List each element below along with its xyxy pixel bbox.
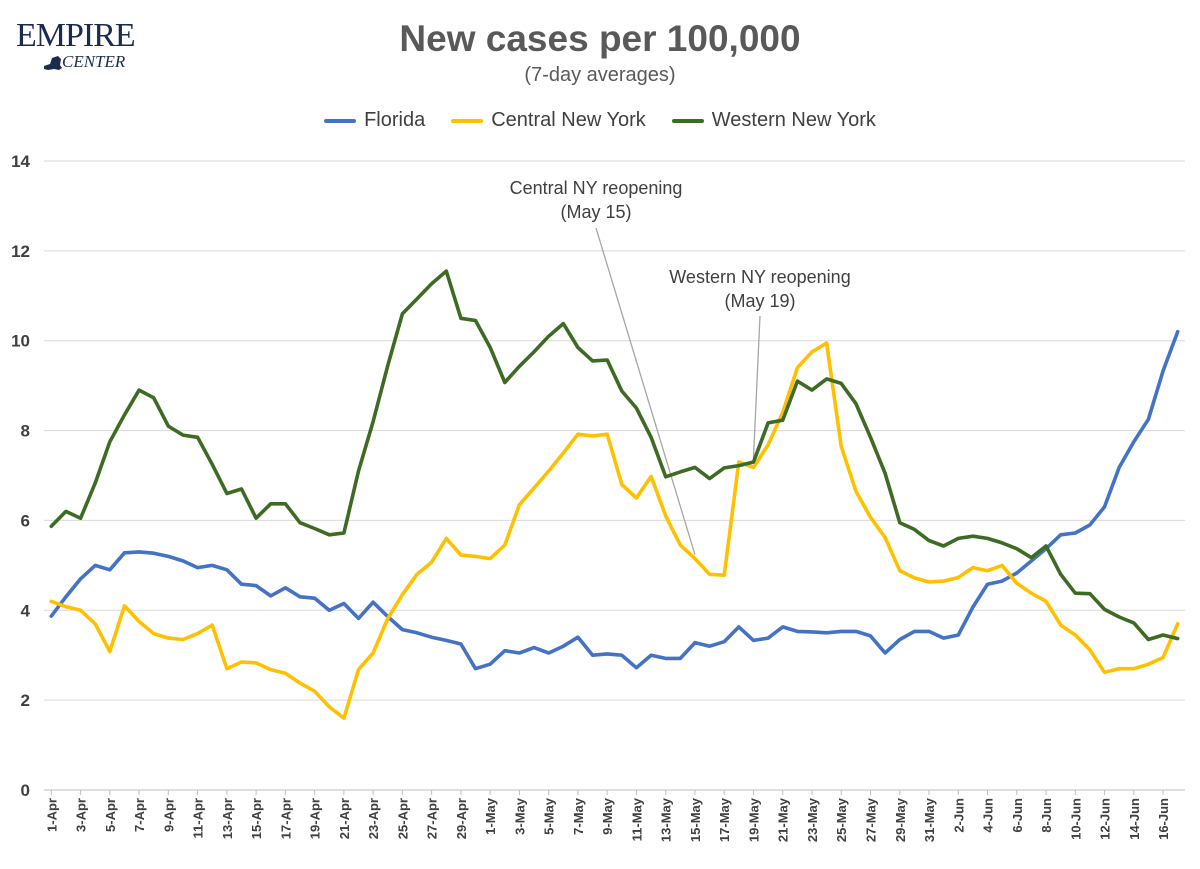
legend-item-central-new-york: Central New York (451, 109, 646, 132)
annotation-leader-0 (595, 227, 696, 555)
annotation-leader-1 (752, 315, 761, 459)
chart-title: New cases per 100,000 (399, 18, 801, 59)
x-tick-label: 10-Jun (1068, 798, 1083, 840)
x-tick-label: 27-Apr (425, 798, 440, 839)
x-tick-label: 29-May (893, 797, 908, 842)
x-tick-label: 15-Apr (249, 798, 264, 839)
x-tick-label: 3-May (512, 797, 527, 835)
annotation-central-ny-reopening: Central NY reopening (May 15) (476, 176, 716, 224)
gridlines (44, 160, 1185, 791)
x-tick-label: 25-May (834, 797, 849, 842)
annotation-leader-lines (595, 227, 761, 555)
annotation-western-ny-line1: Western NY reopening (669, 267, 851, 287)
x-tick-label: 17-May (717, 797, 732, 842)
y-tick-label-14: 14 (11, 152, 30, 171)
x-tick-label: 2-Jun (951, 798, 966, 833)
legend-label-florida: Florida (364, 109, 426, 131)
x-tick-label: 19-Apr (308, 798, 323, 839)
series-lines (49, 269, 1180, 720)
x-tick-label: 29-Apr (454, 798, 469, 839)
empire-center-logo: EMPIRE CENTER (16, 18, 146, 78)
chart-legend: Florida Central New York Western New Yor… (0, 109, 1200, 132)
x-tick-label: 7-May (571, 797, 586, 835)
legend-label-western-new-york: Western New York (711, 109, 876, 131)
x-tick-label: 9-Apr (161, 798, 176, 832)
x-axis: 1-Apr 3-Apr 5-Apr 7-Apr 9-Apr 11-Apr 13-Apr 15-… (44, 790, 1171, 842)
series-line-florida (49, 329, 1180, 671)
x-tick-label: 9-May (600, 797, 615, 835)
x-tick-label: 14-Jun (1127, 798, 1142, 840)
x-tick-label: 31-May (922, 797, 937, 842)
y-tick-label-10: 10 (11, 332, 30, 351)
x-tick-label: 11-Apr (191, 798, 206, 838)
x-tick-label: 12-Jun (1098, 798, 1113, 840)
x-tick-label: 17-Apr (278, 798, 293, 839)
legend-item-florida: Florida (324, 109, 425, 132)
x-tick-label: 13-Apr (220, 798, 235, 839)
legend-swatch-central-new-york (451, 118, 484, 123)
y-tick-label-0: 0 (21, 781, 30, 800)
legend-swatch-florida (324, 118, 357, 123)
legend-item-western-new-york: Western New York (671, 109, 876, 132)
chart-subtitle: (7-day averages) (524, 64, 676, 86)
annotation-western-ny-line2: (May 19) (724, 291, 796, 311)
x-tick-label: 8-Jun (1039, 798, 1054, 833)
y-axis: 0 2 4 6 8 10 12 14 (11, 152, 30, 800)
x-tick-label: 1-May (483, 797, 498, 835)
y-tick-label-2: 2 (21, 691, 30, 710)
x-tick-label: 19-May (746, 797, 761, 842)
y-tick-label-6: 6 (21, 511, 30, 530)
y-tick-label-8: 8 (21, 422, 30, 441)
x-tick-label: 16-Jun (1156, 798, 1171, 840)
x-tick-label: 21-Apr (337, 798, 352, 839)
legend-label-central-new-york: Central New York (491, 109, 646, 131)
x-tick-label: 23-Apr (366, 798, 381, 839)
y-tick-label-4: 4 (21, 601, 31, 620)
annotation-central-ny-line1: Central NY reopening (509, 178, 683, 198)
x-tick-label: 23-May (805, 797, 820, 842)
x-tick-label: 15-May (688, 797, 703, 842)
x-tick-label: 1-Apr (44, 798, 59, 832)
annotation-central-ny-line2: (May 15) (560, 202, 632, 222)
x-tick-label: 3-Apr (74, 798, 89, 832)
annotation-western-ny-reopening: Western NY reopening (May 19) (640, 265, 880, 313)
legend-swatch-western-new-york (671, 118, 704, 123)
x-tick-label: 27-May (863, 797, 878, 842)
x-tick-label: 11-May (629, 797, 644, 841)
x-tick-label: 5-Apr (103, 798, 118, 832)
logo-wordmark: EMPIRE (16, 17, 136, 54)
x-tick-label: 5-May (542, 797, 557, 835)
x-tick-label: 7-Apr (132, 798, 147, 832)
x-tick-label: 4-Jun (981, 798, 996, 833)
x-tick-label: 21-May (776, 797, 791, 842)
x-tick-label: 13-May (659, 797, 674, 842)
x-tick-label: 6-Jun (1010, 798, 1025, 833)
series-line-central-new-york (49, 341, 1180, 720)
series-line-western-new-york (49, 269, 1180, 642)
logo-subword: CENTER (62, 52, 126, 71)
x-tick-label: 25-Apr (395, 798, 410, 839)
new-york-state-icon (44, 56, 62, 70)
y-tick-label-12: 12 (11, 242, 30, 261)
